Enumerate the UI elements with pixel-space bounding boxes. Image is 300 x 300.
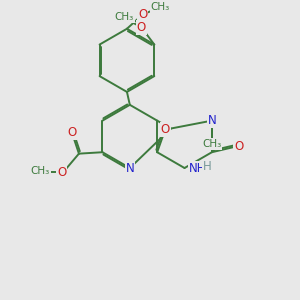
Text: O: O <box>138 8 147 21</box>
Text: CH₃: CH₃ <box>115 12 134 22</box>
Text: CH₃: CH₃ <box>150 2 170 12</box>
Text: O: O <box>67 126 76 139</box>
Text: O: O <box>137 21 146 34</box>
Text: N: N <box>208 114 216 127</box>
Text: N: N <box>125 161 134 175</box>
Text: NH: NH <box>189 161 206 175</box>
Text: O: O <box>57 166 66 179</box>
Text: O: O <box>161 123 170 136</box>
Text: O: O <box>234 140 243 153</box>
Text: H: H <box>202 160 211 173</box>
Text: CH₃: CH₃ <box>31 166 50 176</box>
Text: CH₃: CH₃ <box>202 139 221 149</box>
